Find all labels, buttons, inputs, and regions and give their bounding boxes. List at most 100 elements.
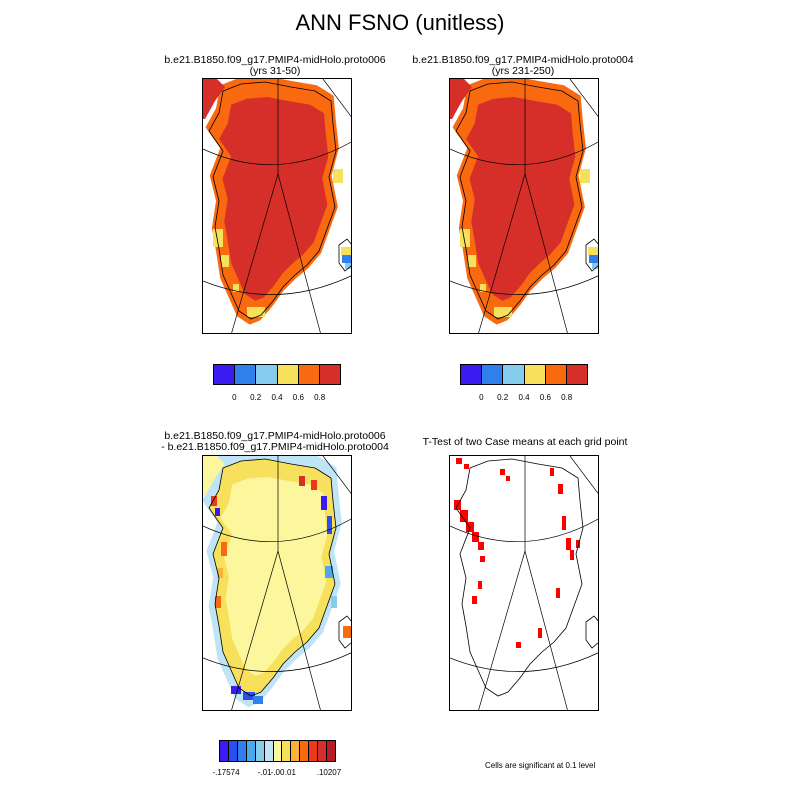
colorbar-2-swatch	[482, 365, 504, 384]
meridian-line	[478, 550, 526, 710]
colorbar-2-swatch	[461, 365, 483, 384]
map-field-cell	[243, 692, 255, 700]
map-field-cell	[221, 255, 229, 267]
iceland-coastline	[585, 615, 598, 649]
map-field-cell	[321, 496, 327, 510]
map-panel-4	[449, 455, 599, 711]
colorbar-3-tick-label: -.17574	[212, 768, 240, 777]
colorbar-3-swatch	[255, 741, 265, 761]
significant-cell	[472, 596, 477, 604]
greenland-coastline	[455, 458, 584, 697]
map-field-cell	[460, 229, 470, 247]
colorbar-3-swatch	[318, 741, 328, 761]
map-field-cell	[247, 307, 265, 317]
map-panel-3	[202, 455, 352, 711]
panel2-title-line1: b.e21.B1850.f09_g17.PMIP4-midHolo.proto0…	[412, 54, 634, 66]
colorbar-3-swatch	[300, 741, 310, 761]
map-field-cell	[215, 508, 220, 516]
map-field-cell	[331, 596, 337, 608]
colorbar-2-tick-label: 0.4	[518, 393, 530, 402]
significant-cell	[464, 464, 469, 469]
significant-cell	[500, 469, 505, 475]
colorbar-1-swatch	[235, 365, 257, 384]
map-panel-2	[449, 78, 599, 334]
iceland-coastline	[338, 615, 351, 649]
colorbar-3-swatch	[273, 741, 283, 761]
significant-cell	[562, 516, 566, 530]
iceland-coastline	[338, 238, 351, 272]
colorbar-2	[460, 364, 588, 385]
map-field-cell	[231, 686, 241, 694]
colorbar-3-swatch	[291, 741, 301, 761]
significant-cell	[566, 538, 571, 550]
colorbar-2-swatch	[503, 365, 525, 384]
map-panel-1	[202, 78, 352, 334]
map-field-cell	[341, 247, 351, 255]
map-field-cell	[299, 476, 305, 486]
colorbar-1-swatch	[214, 365, 236, 384]
map-1-svg	[203, 79, 351, 333]
significant-cell	[506, 476, 510, 481]
map-field-interior	[466, 96, 576, 301]
map-2-svg	[450, 79, 598, 333]
meridian-line	[524, 173, 568, 333]
meridian-line	[322, 456, 351, 494]
greenland-coastline	[208, 81, 337, 320]
meridian-line	[322, 79, 351, 117]
colorbar-2-swatch	[566, 365, 588, 384]
colorbar-3-swatch	[237, 741, 247, 761]
map-field-northwest	[203, 79, 225, 119]
map-field-cell	[217, 568, 223, 578]
significant-cell	[576, 540, 580, 548]
significant-cell	[570, 550, 574, 560]
map-4-svg	[450, 456, 598, 710]
colorbar-3-swatch	[309, 741, 319, 761]
map-field-cell	[221, 542, 227, 556]
colorbar-3-tick-label: -.01	[257, 768, 272, 777]
map-field-cell	[211, 496, 217, 506]
panel2-title-line2: (yrs 231-250)	[491, 65, 555, 77]
map-field-cell	[253, 696, 263, 704]
map-field-cell	[215, 596, 221, 608]
colorbar-3-tick-label: .01	[284, 768, 296, 777]
significant-cell	[516, 642, 521, 648]
significant-cell	[472, 532, 479, 542]
colorbar-3-tick-label: -.00	[270, 768, 285, 777]
significant-cell	[550, 468, 554, 476]
map-field-cell	[327, 516, 332, 534]
colorbar-1-tick-label: 0.2	[250, 393, 262, 402]
panel2-title: b.e21.B1850.f09_g17.PMIP4-midHolo.proto0…	[398, 55, 648, 77]
map-field-cell	[580, 169, 590, 183]
map-field-cell	[333, 169, 343, 183]
significant-cell	[478, 542, 484, 550]
significant-cell	[460, 510, 468, 522]
meridian-line	[277, 173, 321, 333]
colorbar-1-tick-label: 0	[232, 393, 237, 402]
colorbar-2-tick-label: 0.6	[539, 393, 551, 402]
significant-cell	[478, 581, 482, 589]
colorbar-1-swatch	[319, 365, 341, 384]
colorbar-3-swatch	[220, 741, 229, 761]
main-title: ANN FSNO (unitless)	[295, 10, 505, 35]
meridian-line	[231, 550, 279, 710]
significant-cell	[480, 556, 485, 562]
iceland-coastline	[585, 238, 598, 272]
colorbar-3-swatch	[282, 741, 292, 761]
panel3-title: b.e21.B1850.f09_g17.PMIP4-midHolo.proto0…	[150, 431, 400, 453]
map-field-cell	[480, 284, 486, 292]
latitude-line	[450, 652, 598, 672]
significant-cell	[556, 588, 560, 598]
panel1-title-line2: (yrs 31-50)	[249, 65, 301, 77]
significant-cell	[456, 458, 462, 464]
colorbar-3	[219, 740, 336, 762]
meridian-line	[231, 173, 279, 333]
map-field-northwest	[203, 456, 225, 496]
panel1-title-line1: b.e21.B1850.f09_g17.PMIP4-midHolo.proto0…	[164, 54, 386, 66]
colorbar-3-swatch	[264, 741, 274, 761]
map-field-northwest	[450, 79, 472, 119]
map-field-cell	[494, 307, 512, 317]
significant-cell	[558, 484, 563, 494]
colorbar-2-swatch	[524, 365, 546, 384]
map-3-svg	[203, 456, 351, 710]
colorbar-1-swatch	[298, 365, 320, 384]
